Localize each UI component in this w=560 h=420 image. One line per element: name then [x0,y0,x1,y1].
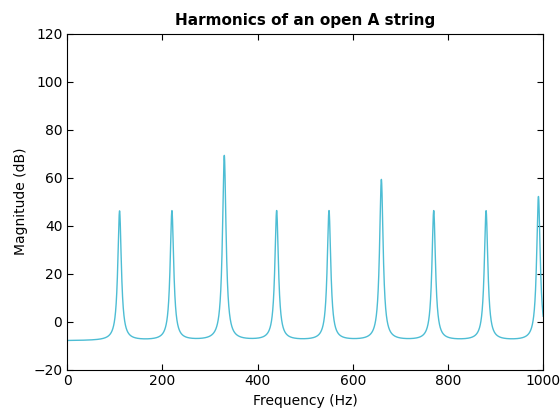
X-axis label: Frequency (Hz): Frequency (Hz) [253,394,358,408]
Y-axis label: Magnitude (dB): Magnitude (dB) [13,148,27,255]
Title: Harmonics of an open A string: Harmonics of an open A string [175,13,435,28]
